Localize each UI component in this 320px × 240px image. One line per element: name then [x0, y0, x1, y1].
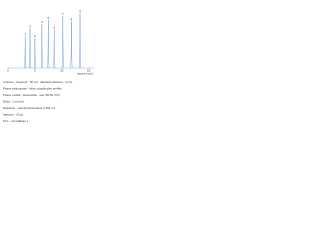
peak-label: 4 [41, 20, 43, 24]
peak [24, 36, 27, 69]
peak-label: 9 [79, 9, 81, 13]
peak [70, 21, 73, 69]
x-tick-label: 0 [7, 68, 9, 72]
peak [47, 19, 50, 69]
caption-line: Phase mobile : acétonitrile - eau (50:50… [3, 93, 60, 97]
x-axis-label: temps (min) [77, 71, 93, 75]
peak [61, 16, 64, 69]
peak [53, 29, 56, 69]
caption-line: Phase stationnaire : silice octadécylée … [3, 86, 62, 90]
peak-label: 8 [71, 17, 73, 21]
peak [40, 24, 43, 69]
peak [33, 37, 36, 69]
caption-line: Pics : voir tableau 1 [3, 119, 29, 123]
peak [28, 28, 32, 69]
caption-line: Injection : 10 µL [3, 112, 24, 116]
caption-line: Débit : 1 mL/min [3, 99, 24, 103]
peak-label: 7 [62, 12, 64, 16]
page: {"chart_data": {"type": "chromatogram", … [0, 0, 100, 130]
peak-label: 3 [34, 34, 36, 38]
x-tick-label: 15 [87, 68, 91, 72]
x-tick-label: 5 [34, 68, 36, 72]
peak-label: 2 [29, 25, 31, 29]
x-tick-label: 10 [60, 68, 64, 72]
peak-label: 1 [24, 32, 26, 36]
peak [78, 13, 82, 69]
caption-line: Détection : spectrophotométrie à 254 nm [3, 106, 56, 110]
peak-label: 5 [47, 16, 49, 20]
peak-label: 6 [53, 26, 55, 30]
caption-line: Colonne : longueur : 50 cm ; diamètre in… [3, 80, 73, 84]
